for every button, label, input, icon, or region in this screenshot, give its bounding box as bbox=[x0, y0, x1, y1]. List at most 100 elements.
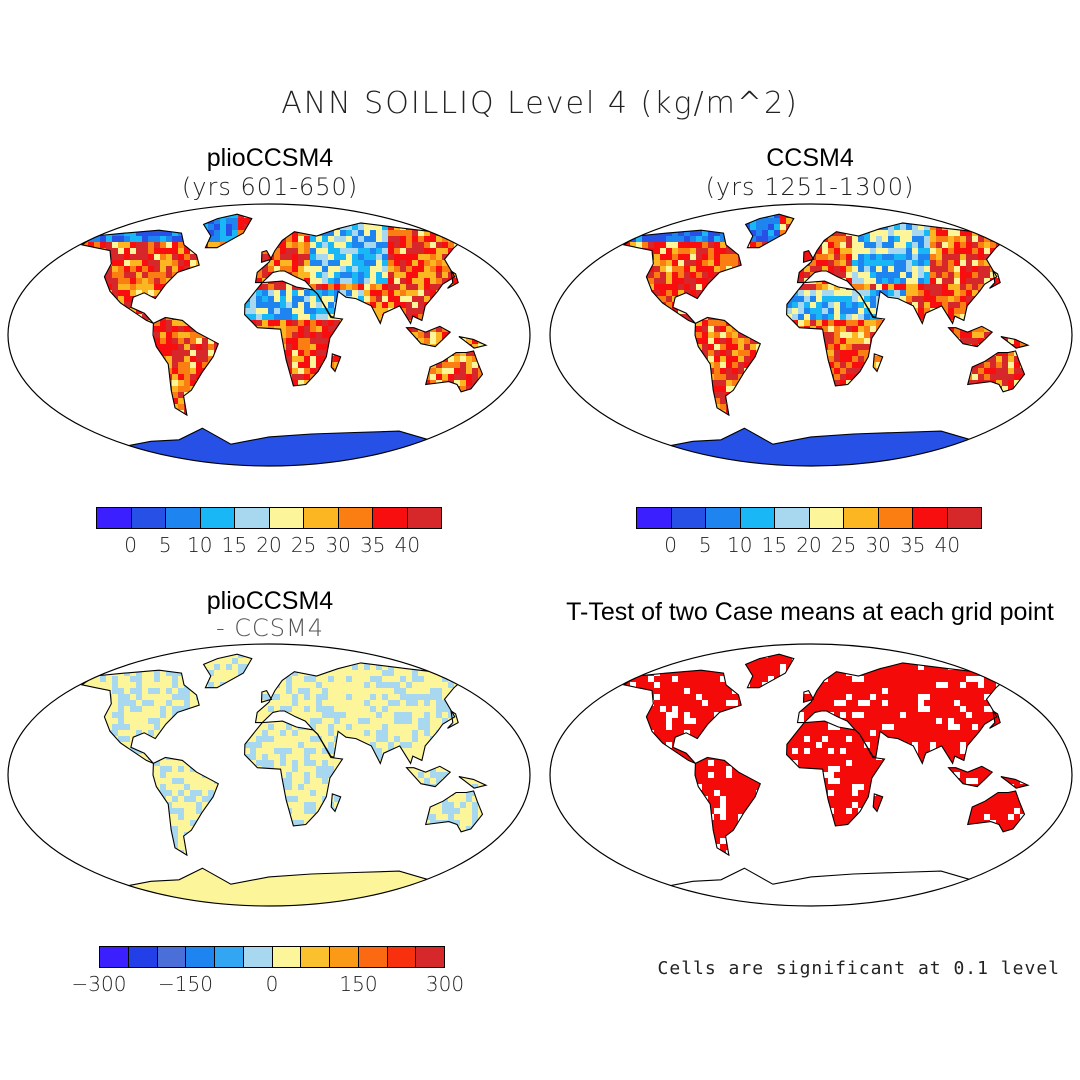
colorbar-tick-label: 0 bbox=[664, 533, 677, 557]
coastline-uk bbox=[802, 689, 815, 703]
coastline-africa bbox=[786, 720, 886, 827]
colorbar-plio bbox=[96, 507, 442, 529]
colorbar-tick-label: 40 bbox=[394, 533, 421, 557]
coastline-namerica bbox=[622, 669, 742, 764]
colorbar-swatch bbox=[304, 508, 339, 528]
colorbar-ticks-plio: 0 5 10 15 20 25 30 35 40 bbox=[96, 533, 442, 559]
colorbar-tick-label: −150 bbox=[158, 972, 213, 996]
colorbar-swatch bbox=[740, 508, 775, 528]
coastline-uk bbox=[260, 249, 273, 263]
land-field bbox=[82, 214, 486, 466]
colorbar-swatch bbox=[387, 947, 417, 967]
colorbar-tick-label: 10 bbox=[187, 533, 213, 557]
coastline-namerica bbox=[80, 669, 200, 764]
colorbar-tick-label: 30 bbox=[865, 533, 891, 557]
colorbar-swatch bbox=[671, 508, 706, 528]
colorbar-tick-label: 25 bbox=[830, 533, 857, 557]
coastline-samerica bbox=[152, 316, 219, 417]
colorbar-tick-label: 0 bbox=[124, 533, 137, 557]
coastline-australia bbox=[424, 350, 484, 393]
significance-note: Cells are significant at 0.1 level bbox=[657, 958, 1060, 979]
colorbar-swatch bbox=[913, 508, 948, 528]
colorbar-tick-label: 10 bbox=[727, 533, 753, 557]
colorbar-tick-label: 150 bbox=[339, 972, 378, 996]
coastline-newguinea bbox=[458, 775, 488, 789]
coastline-greenland bbox=[202, 213, 253, 249]
coastline-madagascar bbox=[872, 353, 884, 373]
colorbar-swatch bbox=[269, 508, 304, 528]
colorbar-tick-label: 25 bbox=[290, 533, 317, 557]
coastline-japan bbox=[989, 269, 1001, 289]
colorbar-swatch bbox=[844, 508, 879, 528]
colorbar-tick-label: −300 bbox=[71, 972, 127, 996]
coastline-samerica bbox=[694, 756, 761, 857]
colorbar-swatch bbox=[330, 947, 359, 967]
coastline-madagascar bbox=[330, 353, 342, 373]
coastline-eurasia bbox=[796, 662, 1008, 765]
land-field bbox=[82, 654, 486, 906]
coastline-namerica bbox=[622, 229, 742, 324]
panel-title-diff: plioCCSM4 bbox=[206, 587, 334, 615]
colorbar-tick-label: 35 bbox=[360, 533, 386, 557]
coastline-newguinea bbox=[1000, 775, 1030, 789]
coastline-australia bbox=[966, 350, 1026, 393]
colorbar-tick-label: 40 bbox=[934, 533, 961, 557]
colorbar-swatch bbox=[97, 508, 132, 528]
map-border bbox=[549, 643, 1073, 907]
colorbar-swatch bbox=[878, 508, 913, 528]
colorbar-swatch bbox=[358, 947, 388, 967]
coastline-japan bbox=[447, 269, 459, 289]
coastline-japan bbox=[989, 709, 1001, 729]
colorbar-tick-label: 20 bbox=[256, 533, 282, 557]
coastline-samerica bbox=[152, 756, 219, 857]
colorbar-swatch bbox=[186, 947, 215, 967]
colorbar-swatch bbox=[637, 508, 672, 528]
colorbar-tick-label: 30 bbox=[325, 533, 351, 557]
map-plio bbox=[7, 203, 531, 467]
colorbar-swatch bbox=[301, 947, 330, 967]
map-border bbox=[7, 203, 531, 467]
panel-title-plio: plioCCSM4 bbox=[206, 144, 334, 172]
colorbar-swatch bbox=[809, 508, 844, 528]
colorbar-swatch bbox=[157, 947, 187, 967]
colorbar-swatch bbox=[338, 508, 373, 528]
colorbar-ticks-ccsm4: 0 5 10 15 20 25 30 35 40 bbox=[636, 533, 982, 559]
colorbar-swatch bbox=[100, 947, 129, 967]
panel-title-ttest: T-Test of two Case means at each grid po… bbox=[566, 598, 1054, 626]
map-ccsm4 bbox=[549, 203, 1073, 467]
colorbar-diff bbox=[99, 946, 445, 968]
panel-title-ccsm4: CCSM4 bbox=[766, 144, 854, 172]
colorbar-tick-label: 5 bbox=[698, 533, 712, 557]
coastline-madagascar bbox=[330, 793, 342, 813]
land-field bbox=[624, 214, 1028, 466]
colorbar-swatch bbox=[775, 508, 810, 528]
coastline-greenland bbox=[744, 653, 795, 689]
map-border bbox=[7, 643, 531, 907]
coastline-greenland bbox=[744, 213, 795, 249]
coastline-greenland bbox=[202, 653, 253, 689]
coastline-uk bbox=[260, 689, 273, 703]
coastline-eurasia bbox=[254, 222, 466, 325]
land-field bbox=[624, 654, 1028, 906]
map-ttest bbox=[549, 643, 1073, 907]
coastline-newguinea bbox=[1000, 335, 1030, 349]
coastline-africa bbox=[786, 280, 886, 387]
coastline-seasia bbox=[947, 765, 994, 788]
coastline-seasia bbox=[405, 325, 452, 348]
colorbar-swatch bbox=[272, 947, 302, 967]
panel-subtitle-plio: (yrs 601-650) bbox=[181, 173, 359, 201]
map-border bbox=[549, 203, 1073, 467]
colorbar-swatch bbox=[407, 508, 441, 528]
map-diff bbox=[7, 643, 531, 907]
colorbar-ticks-diff: −300 −150 0 150 300 bbox=[72, 972, 465, 998]
main-title: ANN SOILLIQ Level 4 (kg/m^2) bbox=[281, 86, 799, 121]
coastline-seasia bbox=[947, 325, 994, 348]
colorbar-tick-label: 0 bbox=[265, 972, 279, 996]
coastline-samerica bbox=[694, 316, 761, 417]
panel-subtitle-ccsm4: (yrs 1251-1300) bbox=[705, 173, 915, 201]
coastline-newguinea bbox=[458, 335, 488, 349]
coastline-eurasia bbox=[254, 662, 466, 765]
coastline-australia bbox=[966, 790, 1026, 833]
coastline-africa bbox=[244, 280, 344, 387]
coastline-eurasia bbox=[796, 222, 1008, 325]
